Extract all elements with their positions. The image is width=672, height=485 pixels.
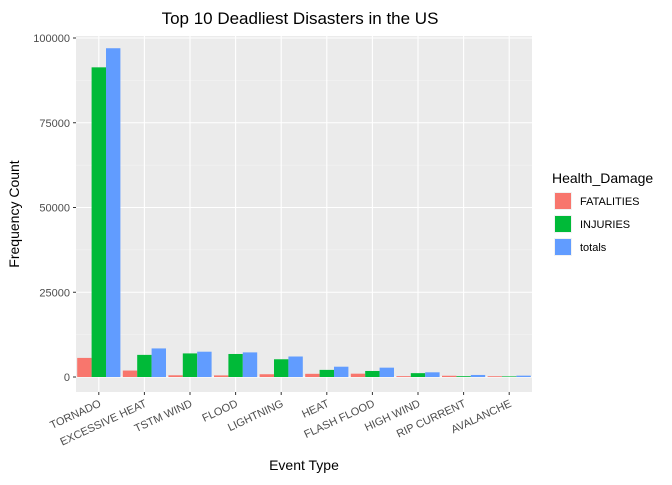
- bar-totals-tstm-wind: [197, 351, 212, 377]
- legend-swatch: [555, 193, 571, 209]
- bar-totals-flash-flood: [379, 367, 394, 377]
- bar-injuries-flash-flood: [365, 370, 380, 377]
- legend-title: Health_Damage: [552, 170, 653, 186]
- bar-injuries-flood: [228, 353, 243, 377]
- x-tick-label: HEAT: [300, 398, 331, 421]
- bar-injuries-high-wind: [410, 373, 426, 377]
- plot-panel: [76, 36, 532, 392]
- bar-totals-high-wind: [425, 372, 440, 377]
- bar-fatalities-heat: [305, 373, 320, 377]
- chart-title: Top 10 Deadliest Disasters in the US: [162, 9, 439, 28]
- bar-injuries-tornado: [91, 67, 106, 377]
- bar-fatalities-lightning: [259, 374, 274, 377]
- bar-injuries-lightning: [274, 359, 289, 377]
- legend-swatch: [555, 216, 571, 232]
- bar-fatalities-high-wind: [396, 376, 411, 377]
- bar-injuries-tstm-wind: [182, 353, 198, 377]
- legend-label: INJURIES: [580, 219, 630, 231]
- y-tick-label: 100000: [33, 33, 70, 45]
- y-tick-label: 0: [64, 372, 70, 384]
- legend-label: FATALITIES: [580, 196, 640, 208]
- bar-totals-heat: [334, 366, 349, 377]
- legend-label: totals: [580, 242, 607, 254]
- bar-totals-excessive-heat: [151, 348, 166, 377]
- bar-totals-lightning: [288, 356, 303, 377]
- bar-totals-flood: [242, 352, 258, 377]
- bar-injuries-rip-current: [456, 376, 471, 377]
- x-axis-label: Event Type: [269, 457, 339, 473]
- bar-fatalities-excessive-heat: [122, 370, 138, 377]
- y-axis: 0 25000 50000 75000 100000: [33, 33, 76, 384]
- bar-injuries-avalanche: [502, 376, 517, 377]
- bar-fatalities-tornado: [77, 357, 92, 377]
- bar-injuries-excessive-heat: [137, 354, 152, 377]
- y-axis-label: Frequency Count: [6, 160, 22, 268]
- bar-injuries-heat: [319, 369, 334, 377]
- y-tick-label: 50000: [39, 203, 70, 215]
- y-tick-label: 75000: [39, 118, 70, 130]
- bar-fatalities-tstm-wind: [168, 375, 183, 377]
- bar-fatalities-flash-flood: [350, 373, 366, 377]
- bar-fatalities-flood: [214, 375, 229, 377]
- legend: Health_Damage FATALITIES INJURIES totals: [552, 170, 653, 256]
- bar-fatalities-avalanche: [487, 376, 502, 377]
- bar-fatalities-rip-current: [442, 375, 457, 377]
- legend-swatch: [555, 239, 571, 255]
- y-tick-label: 25000: [39, 287, 70, 299]
- bar-totals-tornado: [106, 48, 121, 378]
- bar-totals-avalanche: [516, 375, 531, 377]
- bars: [77, 48, 531, 378]
- bar-totals-rip-current: [470, 374, 486, 377]
